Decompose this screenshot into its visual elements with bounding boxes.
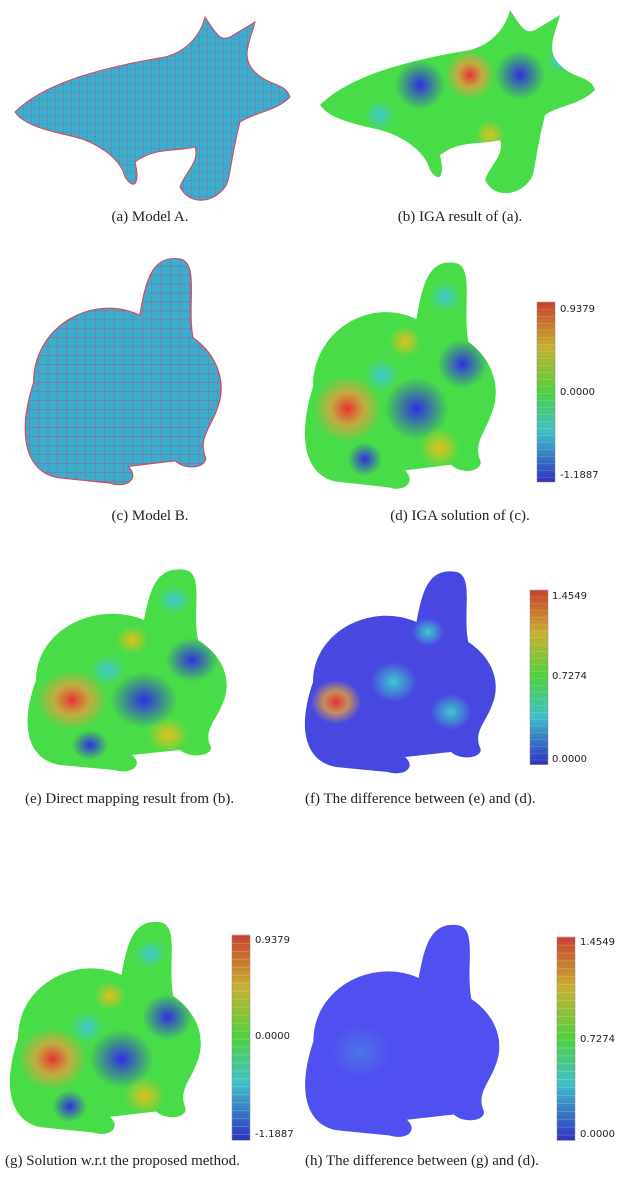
caption: (h) The difference between (g) and (d). bbox=[305, 1152, 585, 1171]
colorbar bbox=[232, 935, 250, 1140]
colorbar-label: 0.0000 bbox=[560, 387, 595, 398]
caption: (d) IGA solution of (c). bbox=[320, 507, 600, 526]
colorbar bbox=[557, 937, 575, 1140]
colorbar-label: 0.0000 bbox=[552, 754, 587, 765]
colorbar-label: 0.0000 bbox=[255, 1031, 290, 1042]
figure: 0.9379 0.0000 -1.1887 1.4549 0.7274 0.00… bbox=[0, 0, 619, 1198]
model-b bbox=[25, 258, 221, 484]
colorbar-label: 1.4549 bbox=[552, 591, 587, 602]
caption: (c) Model B. bbox=[20, 507, 280, 526]
difference-g-d bbox=[305, 925, 499, 1137]
model-a bbox=[15, 17, 290, 200]
proposed-solution bbox=[10, 922, 201, 1134]
colorbar-label: 0.9379 bbox=[255, 935, 290, 946]
colorbar bbox=[530, 590, 548, 765]
page: 0.9379 0.0000 -1.1887 1.4549 0.7274 0.00… bbox=[0, 0, 619, 1198]
colorbar-label: 0.7274 bbox=[552, 671, 587, 682]
iga-result-a bbox=[320, 10, 595, 193]
caption: (b) IGA result of (a). bbox=[320, 208, 600, 227]
caption: (g) Solution w.r.t the proposed method. bbox=[5, 1152, 295, 1171]
colorbar-label: 1.4549 bbox=[580, 937, 615, 948]
difference-e-d bbox=[305, 571, 496, 773]
iga-solution-b bbox=[305, 262, 496, 488]
caption: (f) The difference between (e) and (d). bbox=[305, 790, 580, 809]
colorbar-label: -1.1887 bbox=[255, 1129, 294, 1140]
direct-mapping bbox=[28, 569, 227, 771]
colorbar-label: -1.1887 bbox=[560, 470, 599, 481]
caption: (e) Direct mapping result from (b). bbox=[25, 790, 240, 809]
colorbar bbox=[537, 302, 555, 482]
caption: (a) Model A. bbox=[20, 208, 280, 227]
colorbar-label: 0.9379 bbox=[560, 304, 595, 315]
colorbar-label: 0.7274 bbox=[580, 1034, 615, 1045]
colorbar-label: 0.0000 bbox=[580, 1129, 615, 1140]
